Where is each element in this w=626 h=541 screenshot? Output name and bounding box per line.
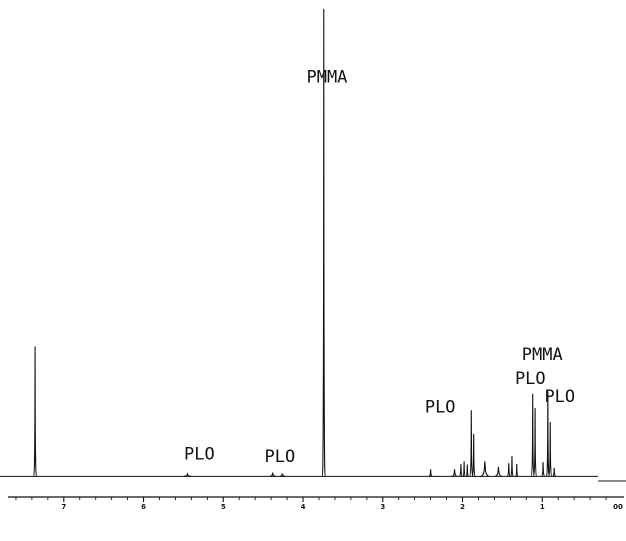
x-tick-label: 00 <box>613 503 623 511</box>
spectrum-peak-9 <box>462 461 466 477</box>
spectrum-peak-3 <box>269 472 276 477</box>
spectrum-peak-2 <box>183 472 191 477</box>
spectrum-peak-22 <box>548 422 553 477</box>
x-tick-label: 3 <box>380 503 385 511</box>
peak-label-plo: PLO <box>515 369 546 389</box>
spectrum-peak-4 <box>279 473 285 477</box>
baseline-layer <box>0 475 626 482</box>
spectrum-peak-11 <box>469 410 474 477</box>
peak-label-plo: PLO <box>184 444 215 464</box>
spectrum-peak-12 <box>471 433 476 477</box>
spectrum-peak-21 <box>545 391 550 477</box>
peak-label-plo: PLO <box>425 398 456 418</box>
x-tick-label: 7 <box>61 503 66 511</box>
spectrum-peak-6 <box>428 469 433 477</box>
peak-label-plo: PLO <box>265 447 296 467</box>
spectrum-peak-8 <box>459 464 463 477</box>
x-tick-label: 6 <box>141 503 146 511</box>
spectrum-peak-19 <box>533 407 537 477</box>
spectrum-peak-5 <box>321 9 326 477</box>
x-axis <box>8 496 624 502</box>
x-tick-label: 1 <box>540 503 545 511</box>
spectrum-peak-14 <box>494 466 502 477</box>
spectrum-peak-10 <box>465 464 469 477</box>
spectrum-peak-13 <box>480 461 490 477</box>
spectrum-peak-1 <box>33 346 37 477</box>
peak-label-plo: PLO <box>544 387 575 407</box>
peak-label-pmma: PMMA <box>522 345 563 365</box>
peak-label-pmma: PMMA <box>306 68 347 88</box>
spectrum-peak-18 <box>530 393 535 477</box>
x-tick-label: 5 <box>221 503 226 511</box>
spectrum-peak-16 <box>510 456 514 477</box>
spectrum-trace-layer <box>33 9 557 477</box>
x-axis-tick-labels: 7 6 5 4 3 2 1 00 <box>61 503 623 511</box>
x-tick-label: 2 <box>460 503 465 511</box>
spectrum-peak-17 <box>515 464 519 477</box>
spectrum-peak-7 <box>451 469 458 477</box>
spectrum-peak-20 <box>541 462 546 477</box>
spectrum-peak-23 <box>552 467 557 477</box>
spectrum-peak-15 <box>506 463 511 477</box>
x-tick-label: 4 <box>301 503 306 511</box>
